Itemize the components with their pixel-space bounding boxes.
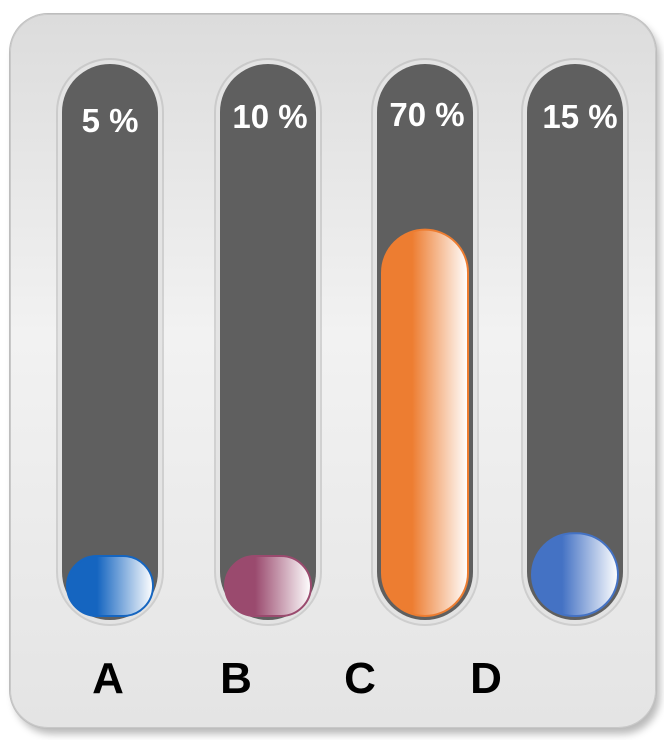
category-label-b: B [220,654,252,703]
value-label-c: 70 % [389,96,465,133]
category-label-d: D [470,654,502,703]
value-label-d: 15 % [542,98,618,135]
value-label-a: 5 % [81,102,139,139]
value-label-b: 10 % [232,98,308,135]
bar-fill-b [224,555,312,617]
bar-track-b [220,64,316,620]
bar-track-a [62,64,158,620]
category-label-a: A [92,654,124,703]
category-label-c: C [344,654,376,703]
bar-fill-c [381,228,469,617]
bar-fill-a [66,555,154,617]
bar-fill-d [531,532,619,618]
bar-track-d [527,64,623,620]
